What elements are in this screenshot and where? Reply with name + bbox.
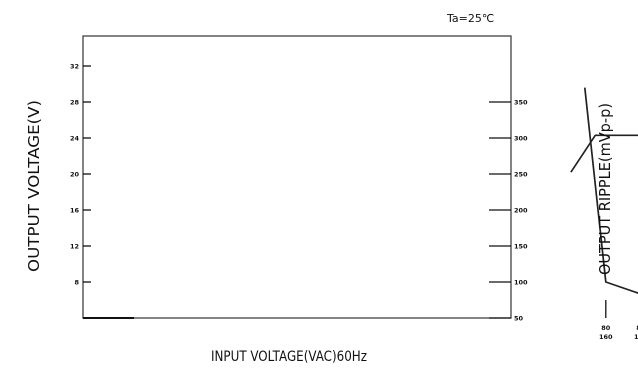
x-tick-label-top: 85 — [636, 324, 638, 332]
right-y-tick-label: 100 — [514, 278, 528, 286]
right-y-tick-label: 300 — [514, 134, 528, 142]
left-y-tick-label: 24 — [70, 134, 80, 142]
output-ripple-line — [583, 87, 638, 294]
series-layer — [570, 87, 638, 294]
condition-label: Ta=25℃ — [446, 12, 494, 25]
left-y-axis: 8 12 16 20 24 28 32 — [70, 62, 91, 286]
x-tick-label-bottom: 160 — [599, 333, 613, 341]
right-y-tick-label: 250 — [514, 170, 528, 178]
output-voltage-line — [570, 134, 638, 173]
left-y-tick-label: 16 — [70, 206, 80, 214]
plot-frame — [82, 35, 512, 319]
x-tick-label-top: 80 — [601, 324, 611, 332]
left-y-tick-label: 20 — [70, 170, 80, 178]
left-y-tick-label: 28 — [70, 98, 80, 106]
right-y-tick-label: 200 — [514, 206, 528, 214]
left-y-tick-label: 8 — [74, 278, 79, 286]
right-y-tick-label: 150 — [514, 242, 528, 250]
left-y-tick-label: 32 — [70, 62, 79, 70]
right-y-tick-label: 350 — [514, 98, 528, 106]
right-y-axis-title: OUTPUT RIPPLE(mVp-p) — [596, 103, 614, 275]
x-axis-title: INPUT VOLTAGE(VAC)60Hz — [211, 349, 367, 365]
left-y-axis-title: OUTPUT VOLTAGE(V) — [25, 100, 43, 272]
right-y-tick-label: 50 — [514, 314, 524, 322]
x-axis: 8016085170901809519010020010521011022011… — [599, 300, 638, 341]
x-tick-label-bottom: 170 — [634, 333, 638, 341]
left-y-tick-label: 12 — [70, 242, 79, 250]
right-y-axis: 50 100 150 200 250 300 350 — [489, 98, 528, 322]
